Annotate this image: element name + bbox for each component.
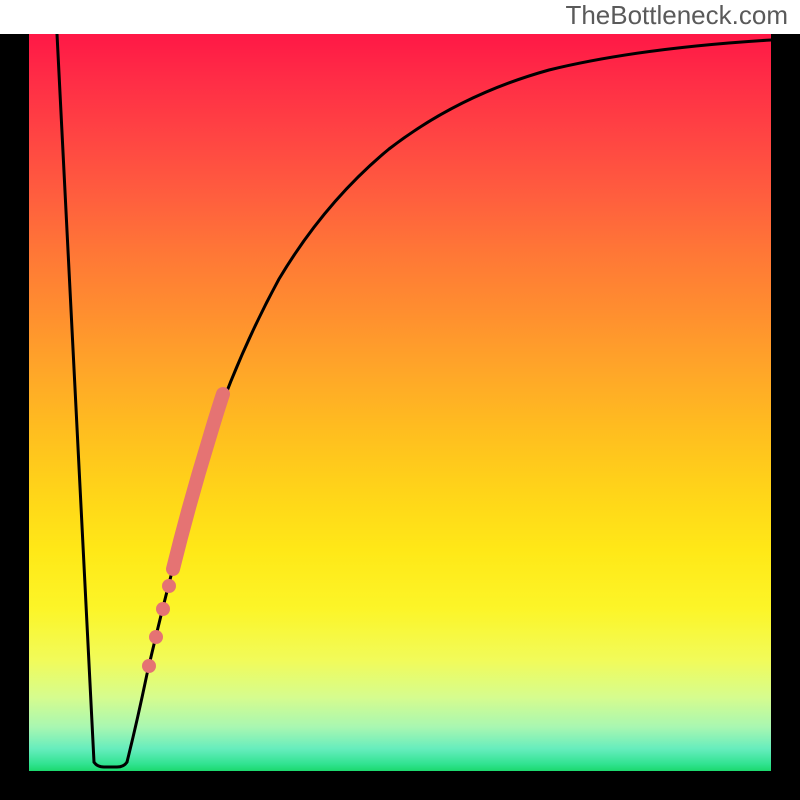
marker-dot	[149, 630, 163, 644]
plot-area	[29, 34, 771, 771]
highlight-thick-segment	[173, 394, 223, 569]
chart-frame	[0, 34, 800, 800]
bottleneck-chart-root: TheBottleneck.com	[0, 0, 800, 800]
curve-svg	[29, 34, 771, 771]
curve-left-leg	[57, 34, 94, 762]
marker-dot	[142, 659, 156, 673]
watermark-text: TheBottleneck.com	[565, 0, 788, 31]
marker-dot	[156, 602, 170, 616]
curve-valley-floor	[94, 762, 127, 767]
marker-dot	[162, 579, 176, 593]
